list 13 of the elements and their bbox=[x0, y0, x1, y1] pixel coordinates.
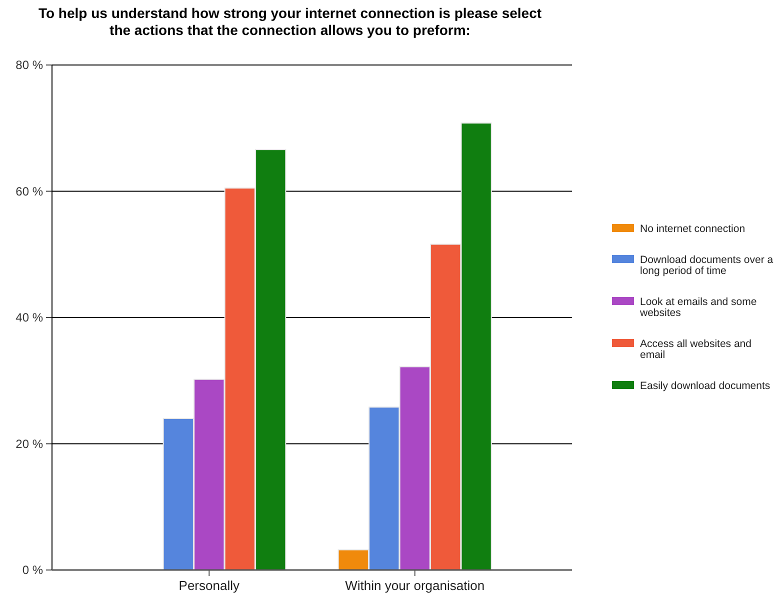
y-tick-label: 0 % bbox=[22, 563, 44, 577]
legend-label: Look at emails and some websites bbox=[639, 296, 757, 319]
y-tick-label: 60 % bbox=[16, 184, 44, 198]
y-tick-label: 20 % bbox=[16, 436, 44, 451]
y-tick-label: 80 % bbox=[16, 58, 44, 72]
chart-title: To help us understand how strong your internet connection is please select the actions that the connection allows you to preform: bbox=[38, 5, 542, 38]
legend-label: Easily download documents bbox=[640, 380, 770, 392]
x-tick-label: Personally bbox=[178, 578, 240, 593]
x-tick-label: Within your organisation bbox=[345, 578, 485, 593]
legend-label: No internet connection bbox=[640, 223, 746, 235]
legend-label: Download documents over a long period of time bbox=[640, 254, 774, 277]
y-tick-label: 40 % bbox=[16, 310, 44, 324]
legend-label: Access all websites and email bbox=[640, 338, 752, 361]
